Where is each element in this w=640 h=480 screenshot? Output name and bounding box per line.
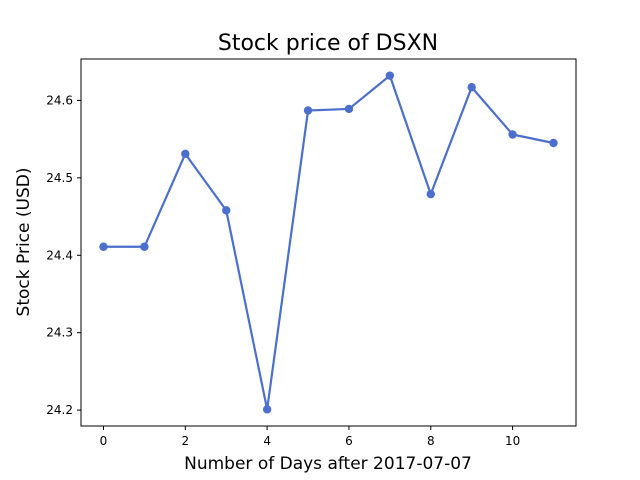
y-tick-label: 24.4 bbox=[46, 248, 73, 262]
y-tick-label: 24.6 bbox=[46, 93, 73, 107]
data-point bbox=[181, 149, 190, 159]
data-point bbox=[140, 242, 149, 251]
x-tick-label: 2 bbox=[181, 434, 189, 448]
y-axis-label: Stock Price (USD) bbox=[14, 168, 34, 317]
data-point bbox=[426, 189, 435, 199]
y-tick-label: 24.5 bbox=[46, 171, 73, 185]
x-tick-label: 8 bbox=[427, 434, 435, 448]
plot-area bbox=[99, 71, 558, 414]
data-point bbox=[303, 106, 313, 115]
data-point bbox=[344, 104, 354, 114]
x-axis: 0 2 4 6 8 10 bbox=[100, 426, 520, 448]
x-axis-label: Number of Days after 2017-07-07 bbox=[184, 454, 472, 474]
series-line bbox=[103, 74, 554, 411]
data-point bbox=[99, 242, 108, 251]
y-axis: 24.2 24.3 24.4 24.5 24.6 bbox=[46, 93, 81, 417]
data-point bbox=[467, 83, 476, 92]
data-point bbox=[262, 405, 272, 414]
data-point bbox=[549, 138, 558, 148]
x-tick-label: 10 bbox=[505, 434, 520, 448]
data-point bbox=[222, 206, 231, 215]
chart-title: Stock price of DSXN bbox=[218, 31, 438, 56]
plot-frame bbox=[80, 58, 577, 427]
x-tick-label: 0 bbox=[100, 434, 108, 448]
y-tick-label: 24.2 bbox=[46, 403, 73, 417]
x-tick-label: 6 bbox=[345, 434, 353, 448]
y-tick-label: 24.3 bbox=[46, 326, 73, 340]
data-point bbox=[508, 130, 517, 139]
x-tick-label: 4 bbox=[263, 434, 271, 448]
data-point bbox=[385, 71, 395, 80]
